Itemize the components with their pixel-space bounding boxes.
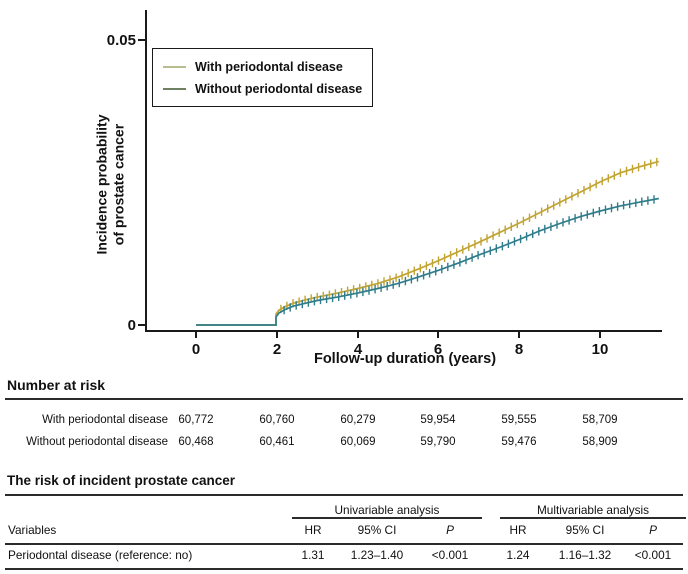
table-cell-ci: 1.16–1.32 [558,548,612,562]
divider [5,398,683,400]
group-underline [292,517,482,519]
number-at-risk-title: Number at risk [7,377,106,393]
group-underline [500,517,686,519]
y-tick-mark [138,324,145,326]
legend-line-with-pd-icon [163,66,186,68]
divider [5,543,683,545]
x-tick-mark [518,332,520,338]
table-row-variable: Periodontal disease (reference: no) [8,548,193,562]
table-cell-hr: 1.31 [301,548,325,562]
x-tick-6: 6 [433,341,443,358]
risk-count: 60,461 [259,436,295,448]
risk-count: 60,772 [178,414,214,426]
table-cell-hr: 1.24 [506,548,530,562]
risk-row-label: Without periodontal disease [26,436,168,448]
x-tick-mark [599,332,601,338]
x-axis-label: Follow-up duration (years) [313,351,497,367]
risk-count: 59,555 [501,414,537,426]
risk-count: 60,468 [178,436,214,448]
x-tick-mark [437,332,439,338]
survival-curves [196,157,660,326]
risk-count: 58,709 [582,414,618,426]
legend-item-without-pd: Without periodontal disease [163,78,362,100]
table-cell-p: <0.001 [634,548,672,562]
risk-count: 59,476 [501,436,537,448]
risk-count: 59,954 [420,414,456,426]
risk-count: 58,909 [582,436,618,448]
y-tick-0.05: 0.05 [106,32,136,49]
risk-count: 59,790 [420,436,456,448]
risk-count: 60,069 [340,436,376,448]
x-tick-10: 10 [591,341,609,358]
col-header-ci: 95% CI [357,523,397,537]
x-axis-line [145,330,662,332]
divider [5,568,683,570]
risk-row-label: With periodontal disease [42,414,168,426]
legend-label: Without periodontal disease [195,82,363,96]
divider [5,494,683,496]
x-tick-mark [195,332,197,338]
x-tick-4: 4 [353,341,363,358]
col-header-ci: 95% CI [565,523,605,537]
col-header-p: P [649,523,657,537]
risk-count: 60,760 [259,414,295,426]
col-header-variables: Variables [8,523,57,537]
x-tick-2: 2 [272,341,282,358]
risk-table-title: The risk of incident prostate cancer [7,473,236,488]
col-header-p: P [446,523,454,537]
group-header-multivariable: Multivariable analysis [536,503,650,517]
table-cell-p: <0.001 [431,548,469,562]
x-tick-8: 8 [514,341,524,358]
legend-item-with-pd: With periodontal disease [163,56,362,78]
legend-label: With periodontal disease [195,60,343,74]
y-tick-0: 0 [127,317,136,334]
km-chart: Incidence probability of prostate cancer… [93,10,662,367]
group-header-univariable: Univariable analysis [334,503,440,517]
x-tick-mark [276,332,278,338]
x-tick-0: 0 [191,341,201,358]
col-header-hr: HR [304,523,322,537]
table-cell-ci: 1.23–1.40 [350,548,404,562]
x-tick-mark [357,332,359,338]
y-tick-mark [138,39,145,41]
col-header-hr: HR [509,523,527,537]
chart-legend: With periodontal disease Without periodo… [152,48,374,107]
risk-count: 60,279 [340,414,376,426]
legend-line-without-pd-icon [163,88,186,90]
y-axis-line [145,10,147,332]
